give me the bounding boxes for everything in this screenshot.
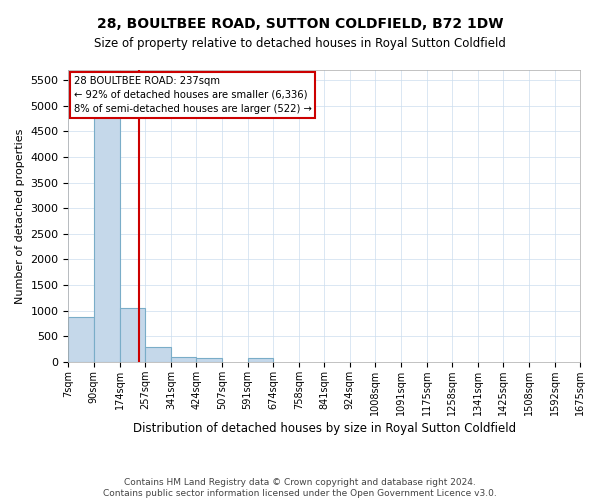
Text: 28, BOULTBEE ROAD, SUTTON COLDFIELD, B72 1DW: 28, BOULTBEE ROAD, SUTTON COLDFIELD, B72… bbox=[97, 18, 503, 32]
X-axis label: Distribution of detached houses by size in Royal Sutton Coldfield: Distribution of detached houses by size … bbox=[133, 422, 516, 435]
Bar bbox=[119, 308, 145, 362]
Text: Contains HM Land Registry data © Crown copyright and database right 2024.
Contai: Contains HM Land Registry data © Crown c… bbox=[103, 478, 497, 498]
Bar bbox=[145, 346, 171, 362]
Bar bbox=[68, 318, 94, 362]
Bar bbox=[196, 358, 222, 362]
Bar bbox=[171, 357, 196, 362]
Bar bbox=[94, 80, 119, 362]
Text: 28 BOULTBEE ROAD: 237sqm
← 92% of detached houses are smaller (6,336)
8% of semi: 28 BOULTBEE ROAD: 237sqm ← 92% of detach… bbox=[74, 76, 311, 114]
Bar bbox=[248, 358, 273, 362]
Text: Size of property relative to detached houses in Royal Sutton Coldfield: Size of property relative to detached ho… bbox=[94, 38, 506, 51]
Y-axis label: Number of detached properties: Number of detached properties bbox=[15, 128, 25, 304]
